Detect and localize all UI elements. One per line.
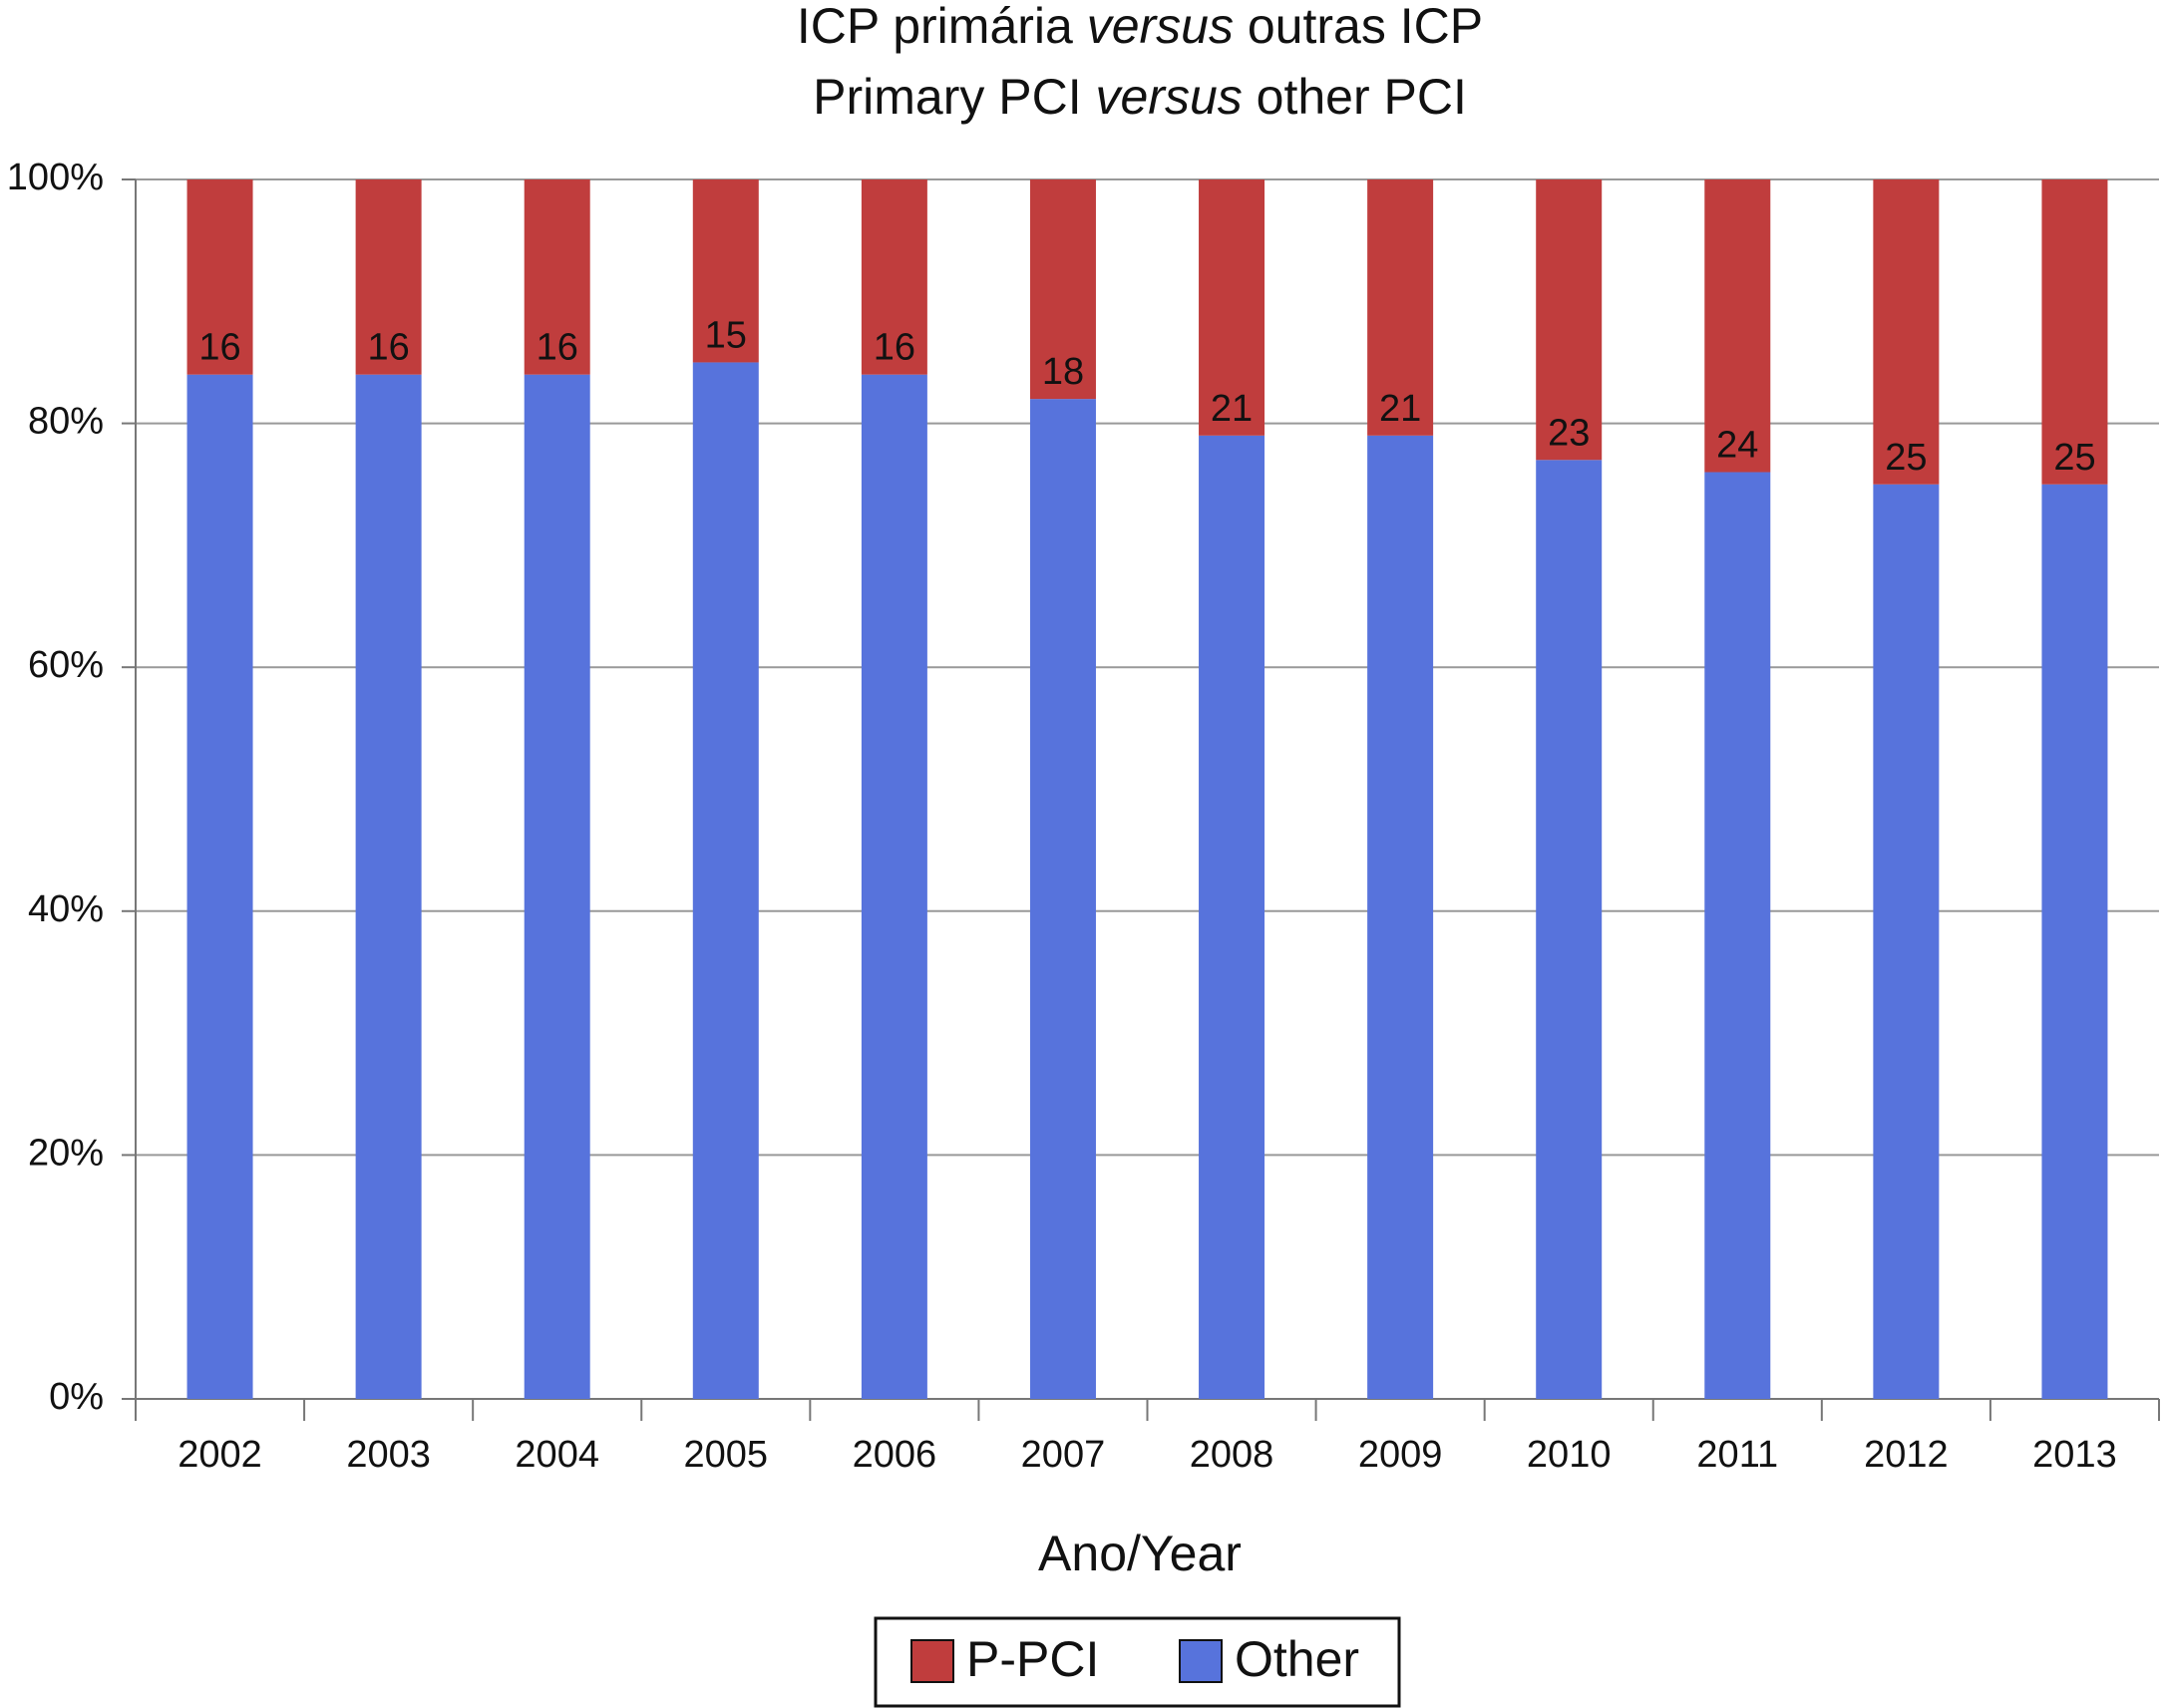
x-tick-label: 2004 <box>515 1434 599 1476</box>
x-tick-label: 2002 <box>178 1434 262 1476</box>
title-part: outras ICP <box>1234 0 1483 54</box>
data-label: 16 <box>198 327 240 369</box>
y-tick-label: 40% <box>28 888 104 930</box>
x-tick-label: 2011 <box>1696 1434 1778 1476</box>
bar-segment <box>524 179 590 375</box>
bar-segment <box>692 179 759 363</box>
title-part: other PCI <box>1243 69 1467 125</box>
bar-segment <box>1873 179 1940 485</box>
bar-segment <box>1367 179 1434 436</box>
x-tick-label: 2010 <box>1527 1434 1612 1476</box>
bar-segment <box>355 179 422 375</box>
bar-segment <box>1199 435 1265 1400</box>
data-label: 16 <box>537 327 578 369</box>
legend-swatch <box>910 1639 954 1683</box>
y-tick-label: 100% <box>7 157 104 198</box>
bar-segment <box>2041 484 2108 1399</box>
data-label: 25 <box>1885 437 1927 479</box>
title-part: versus <box>1087 0 1234 54</box>
bar-segment <box>1704 472 1771 1399</box>
title-part: ICP primária <box>797 0 1087 54</box>
bar-segment <box>1029 399 1096 1399</box>
x-tick-label: 2007 <box>1021 1434 1106 1476</box>
x-tick-label: 2003 <box>346 1434 431 1476</box>
data-label: 23 <box>1548 412 1590 454</box>
x-tick-label: 2006 <box>853 1434 937 1476</box>
x-tick-label: 2009 <box>1358 1434 1443 1476</box>
bar-segment <box>1367 435 1434 1400</box>
bar-segment <box>1199 179 1265 436</box>
bar-segment <box>186 179 253 375</box>
y-tick-label: 60% <box>28 644 104 686</box>
data-label: 21 <box>1379 388 1421 430</box>
legend-box <box>874 1616 1401 1708</box>
bar-segment <box>861 179 927 375</box>
data-label: 25 <box>2053 437 2095 479</box>
y-tick-label: 80% <box>28 401 104 443</box>
y-tick-label: 0% <box>49 1376 104 1418</box>
bar-segment <box>1873 484 1940 1399</box>
bar-segment <box>1704 179 1771 473</box>
x-tick-label: 2005 <box>684 1434 769 1476</box>
title-part: versus <box>1095 69 1242 125</box>
data-label: 16 <box>367 327 409 369</box>
data-label: 24 <box>1716 425 1758 467</box>
bar-segment <box>861 374 927 1400</box>
title-part: Primary PCI <box>813 69 1095 125</box>
bar-segment <box>1029 179 1096 400</box>
bar-segment <box>2041 179 2108 485</box>
x-axis-label: Ano/Year <box>1038 1526 1242 1581</box>
data-label: 21 <box>1211 388 1253 430</box>
chart-title: Primary PCI versus other PCI <box>813 69 1467 125</box>
x-tick-label: 2013 <box>2032 1434 2117 1476</box>
data-label: 18 <box>1042 351 1084 393</box>
legend-label: P-PCI <box>966 1631 1099 1687</box>
bar-segment <box>186 374 253 1400</box>
legend-label: Other <box>1235 1631 1359 1687</box>
data-label: 16 <box>874 327 915 369</box>
chart-title: ICP primária versus outras ICP <box>797 0 1483 54</box>
bar-segment <box>355 374 422 1400</box>
bar-segment <box>524 374 590 1400</box>
data-label: 15 <box>705 314 747 356</box>
bar-segment <box>1536 460 1603 1399</box>
y-tick-label: 20% <box>28 1132 104 1174</box>
bar-segment <box>1536 179 1603 461</box>
x-tick-label: 2012 <box>1864 1434 1949 1476</box>
bar-segment <box>692 362 759 1400</box>
legend-swatch <box>1179 1639 1223 1683</box>
x-tick-label: 2008 <box>1190 1434 1274 1476</box>
